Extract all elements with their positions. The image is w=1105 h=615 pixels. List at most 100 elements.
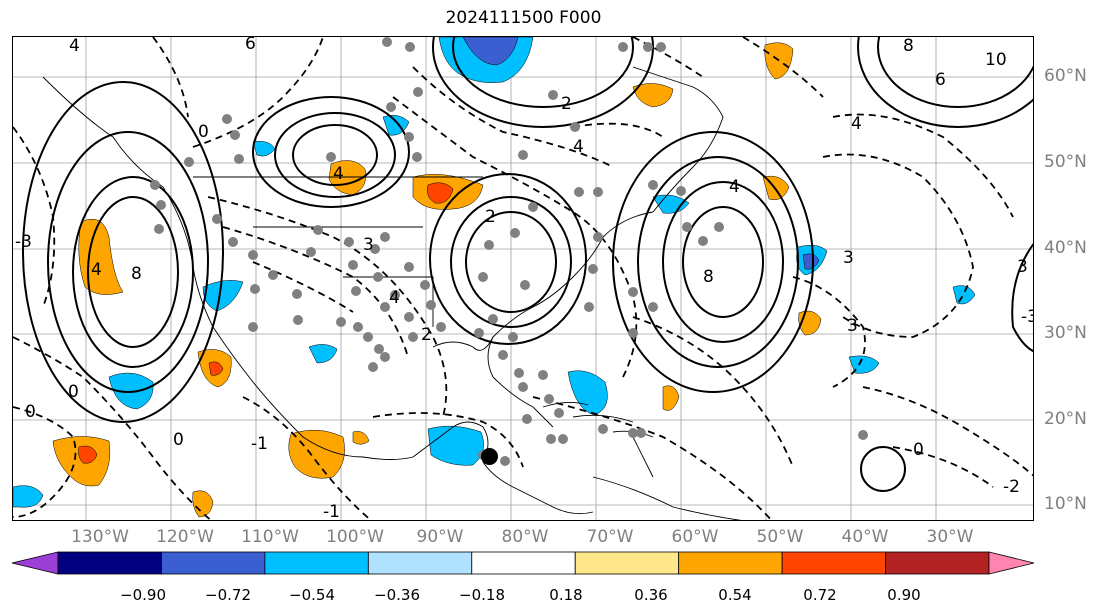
map-title: 2024111500 F000 (445, 8, 602, 28)
colorbar-tick: 0.54 (718, 586, 752, 604)
lon-label-130w: 130°W (71, 527, 129, 547)
dashed-contours (13, 37, 1033, 520)
lon-label-90w: 90°W (416, 527, 464, 547)
contour-label: 10 (985, 50, 1007, 70)
colorbar-extend-low (11, 551, 59, 575)
colorbar-tick: 0.90 (887, 586, 921, 604)
contour-label: 4 (69, 37, 80, 56)
colorbar-tick: −0.90 (120, 586, 166, 604)
contour-label: 0 (68, 382, 79, 402)
contour-label: 0 (198, 122, 209, 142)
lat-label-40n: 40°N (1044, 238, 1087, 258)
contour-label: 4 (729, 177, 740, 197)
cyan-patch (567, 370, 608, 416)
contour-label: 3 (847, 316, 858, 336)
orange-patch (288, 429, 345, 479)
contour-label: 2 (561, 94, 572, 114)
colorbar-segment (678, 551, 783, 575)
colorbar-segment (471, 551, 576, 575)
contour-label: 8 (703, 267, 714, 287)
graticule (13, 37, 1033, 520)
lat-label-10n: 10°N (1044, 494, 1087, 514)
colorbar-tick: −0.54 (289, 586, 335, 604)
lon-label-60w: 60°W (671, 527, 719, 547)
cyan-patch (848, 355, 880, 374)
shaded-anomalies (13, 37, 976, 518)
cyan-patch (652, 194, 690, 214)
orange-patch (632, 83, 674, 108)
lat-label-20n: 20°N (1044, 409, 1087, 429)
lon-label-110w: 110°W (241, 527, 299, 547)
colorbar-tick: 0.72 (803, 586, 837, 604)
orange-patch (352, 431, 370, 445)
location-marker (481, 448, 498, 465)
colorbar-segment (264, 551, 369, 575)
colorbar-tick: −0.36 (374, 586, 420, 604)
colorbar-tick: −0.72 (205, 586, 251, 604)
contour-label: 2 (485, 207, 496, 227)
lat-label-60n: 60°N (1044, 66, 1087, 86)
colorbar-segment (57, 551, 162, 575)
contour-label: 2 (421, 325, 432, 345)
contour-label: 4 (333, 164, 344, 184)
contour-label: -2 (1003, 477, 1020, 497)
colorbar-tick: 0.36 (634, 586, 668, 604)
lon-label-80w: 80°W (501, 527, 549, 547)
lon-label-120w: 120°W (156, 527, 214, 547)
contour-label: 4 (389, 288, 400, 308)
orange-patch (328, 160, 366, 196)
cyan-patch (427, 425, 484, 466)
orange-patch (192, 490, 214, 518)
contour-label: 6 (245, 37, 256, 54)
orange-patch (78, 218, 124, 295)
red-patch (427, 182, 454, 204)
contour-label: 4 (91, 260, 102, 280)
blue-patch (802, 253, 820, 270)
contour-label: 3 (843, 248, 854, 268)
significance-dots (150, 37, 868, 466)
map-canvas: 4 4 4 6 10 4 8 0 6 4 3 3 2 2 4 4 2 8 8 3… (13, 37, 1034, 521)
colorbar (11, 551, 1035, 575)
cyan-patch (308, 344, 338, 364)
contour-labels: 4 4 4 6 10 4 8 0 6 4 3 3 2 2 4 4 2 8 8 3… (15, 37, 1034, 521)
contour-label: 4 (573, 137, 584, 157)
contour-label: 8 (903, 37, 914, 56)
contour-label: -3 (15, 232, 32, 252)
cyan-patch (202, 280, 244, 312)
contour-label: -1 (251, 434, 268, 454)
map-panel: 4 4 4 6 10 4 8 0 6 4 3 3 2 2 4 4 2 8 8 3… (12, 36, 1034, 521)
cyan-patch (13, 485, 44, 508)
contour-label: -3 (1021, 307, 1034, 327)
contour-label: 4 (851, 114, 862, 134)
contour-label: 6 (935, 70, 946, 90)
lon-label-70w: 70°W (586, 527, 634, 547)
blue-patch (462, 37, 519, 66)
colorbar-segment (574, 551, 680, 575)
lat-label-30n: 30°N (1044, 323, 1087, 343)
red-patch (208, 361, 224, 376)
colorbar-segment (161, 551, 266, 575)
lon-label-100w: 100°W (326, 527, 384, 547)
contour-label: 8 (131, 264, 142, 284)
contour-label: 0 (25, 402, 36, 422)
orange-patch (662, 385, 680, 411)
lon-label-50w: 50°W (756, 527, 804, 547)
contour-label: 0 (173, 430, 184, 450)
colorbar-segments (11, 551, 1035, 575)
colorbar-segment (367, 551, 473, 575)
contour-label: 0 (913, 440, 924, 460)
solid-contours (22, 37, 1033, 492)
lat-label-50n: 50°N (1044, 152, 1087, 172)
cyan-patch (952, 285, 976, 305)
colorbar-segment (781, 551, 886, 575)
lon-label-40w: 40°W (841, 527, 889, 547)
lon-label-30w: 30°W (926, 527, 974, 547)
colorbar-segment (885, 551, 990, 575)
colorbar-tick: −0.18 (459, 586, 505, 604)
contour-label: 3 (1017, 257, 1028, 277)
colorbar-tick: 0.18 (549, 586, 583, 604)
contour-label: -1 (323, 502, 340, 521)
red-patch (78, 445, 98, 464)
colorbar-extend-high (988, 551, 1035, 575)
contour-label: 3 (363, 235, 374, 255)
